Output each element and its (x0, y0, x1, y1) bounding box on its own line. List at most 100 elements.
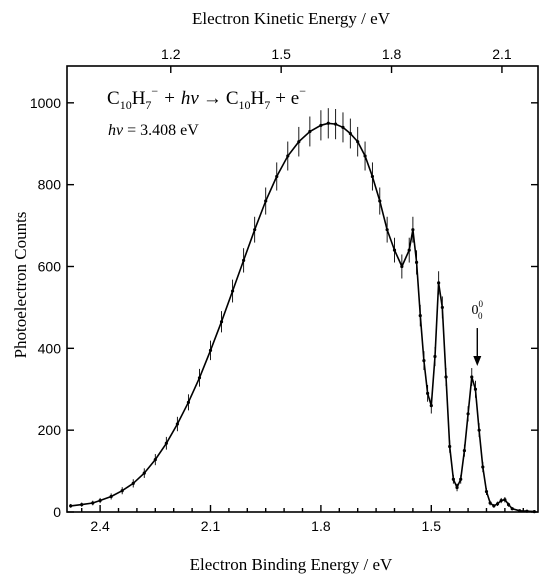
data-point (356, 140, 359, 143)
data-point (334, 123, 337, 126)
data-point (463, 449, 466, 452)
x-tick-label-1: 2.1 (201, 518, 221, 534)
data-point (411, 228, 414, 231)
x2-tick-label-1: 1.5 (271, 46, 291, 62)
data-point (349, 132, 352, 135)
electron-charge: − (299, 84, 306, 98)
anion-hydrogen-subscript: 7 (145, 98, 151, 112)
data-point (474, 388, 477, 391)
data-point (110, 495, 113, 498)
photon-symbol: hν (181, 88, 200, 109)
data-point (478, 429, 481, 432)
y-tick-label-5: 1000 (30, 95, 61, 111)
data-point (371, 175, 374, 178)
data-point (400, 265, 403, 268)
plus-sign-1: + (164, 88, 175, 109)
data-point (459, 478, 462, 481)
data-point (433, 355, 436, 358)
y-tick-label-1: 200 (38, 422, 62, 438)
data-point (489, 501, 492, 504)
data-point (485, 490, 488, 493)
spectrum-series (69, 108, 536, 513)
data-point (492, 504, 495, 507)
data-point (275, 175, 278, 178)
x2-tick-label-2: 1.8 (382, 46, 402, 62)
data-point (448, 445, 451, 448)
data-point (231, 289, 234, 292)
data-point (419, 314, 422, 317)
data-point (386, 228, 389, 231)
data-point (209, 349, 212, 352)
anion-carbon-subscript: 10 (120, 98, 132, 112)
data-point (80, 503, 83, 506)
data-point (253, 228, 256, 231)
data-point (308, 130, 311, 133)
data-point (176, 422, 179, 425)
data-point (430, 404, 433, 407)
data-point (297, 140, 300, 143)
data-point (327, 122, 330, 125)
data-point (441, 306, 444, 309)
data-point (533, 510, 536, 513)
y-axis-title: Photoelectron Counts (11, 212, 30, 359)
origin-band-marker: 000 (472, 299, 484, 366)
data-point (319, 124, 322, 127)
data-point (220, 320, 223, 323)
y-tick-label-3: 600 (38, 258, 62, 274)
plus-electron: + e (275, 88, 299, 109)
product-carbon: C (226, 88, 239, 109)
data-point (511, 507, 514, 510)
data-point (165, 442, 168, 445)
product-hydrogen: H (251, 88, 265, 109)
data-point (437, 281, 440, 284)
data-point (121, 489, 124, 492)
data-point (154, 458, 157, 461)
x-tick-label-0: 2.4 (90, 518, 110, 534)
data-point (444, 375, 447, 378)
data-point (341, 126, 344, 129)
origin-band-superscript: 0 (479, 299, 484, 309)
data-point (466, 412, 469, 415)
photon-energy-symbol: hν (108, 122, 124, 139)
y-tick-label-4: 800 (38, 177, 62, 193)
data-point (132, 482, 135, 485)
product-carbon-subscript: 10 (239, 98, 251, 112)
anion-carbon: C (107, 88, 120, 109)
x-axis-title: Electron Binding Energy / eV (190, 555, 393, 574)
reaction-equation: C10H7−+hν→C10H7+ e− (107, 84, 306, 112)
photon-energy-value: = 3.408 eV (127, 122, 199, 139)
y-tick-label-0: 0 (53, 504, 61, 520)
data-point (500, 499, 503, 502)
data-point (264, 199, 267, 202)
data-point (378, 199, 381, 202)
data-point (286, 154, 289, 157)
data-point (143, 472, 146, 475)
data-point (99, 499, 102, 502)
origin-arrow-head (473, 356, 481, 366)
data-point (452, 478, 455, 481)
data-point (408, 249, 411, 252)
data-point (481, 465, 484, 468)
data-point (525, 510, 528, 513)
data-point (91, 501, 94, 504)
data-point (426, 392, 429, 395)
origin-band-subscript: 0 (478, 311, 483, 321)
data-point (518, 509, 521, 512)
x2-tick-label-0: 1.2 (161, 46, 181, 62)
data-point (415, 261, 418, 264)
photon-energy-label: hν= 3.408 eV (108, 122, 199, 139)
data-point (507, 503, 510, 506)
x2-axis-ticks: 1.2 1.5 1.8 2.1 (161, 46, 512, 73)
anion-charge: − (151, 84, 158, 98)
data-point (242, 259, 245, 262)
x-axis-ticks: 2.42.11.81.5 (82, 505, 524, 534)
y-axis-ticks: 02004006008001000 (30, 95, 538, 520)
data-point (69, 504, 72, 507)
origin-band-label: 000 (472, 299, 484, 321)
product-hydrogen-subscript: 7 (264, 98, 270, 112)
data-point (496, 502, 499, 505)
data-point (422, 359, 425, 362)
x2-axis-title: Electron Kinetic Energy / eV (192, 9, 391, 28)
x2-tick-label-3: 2.1 (492, 46, 512, 62)
